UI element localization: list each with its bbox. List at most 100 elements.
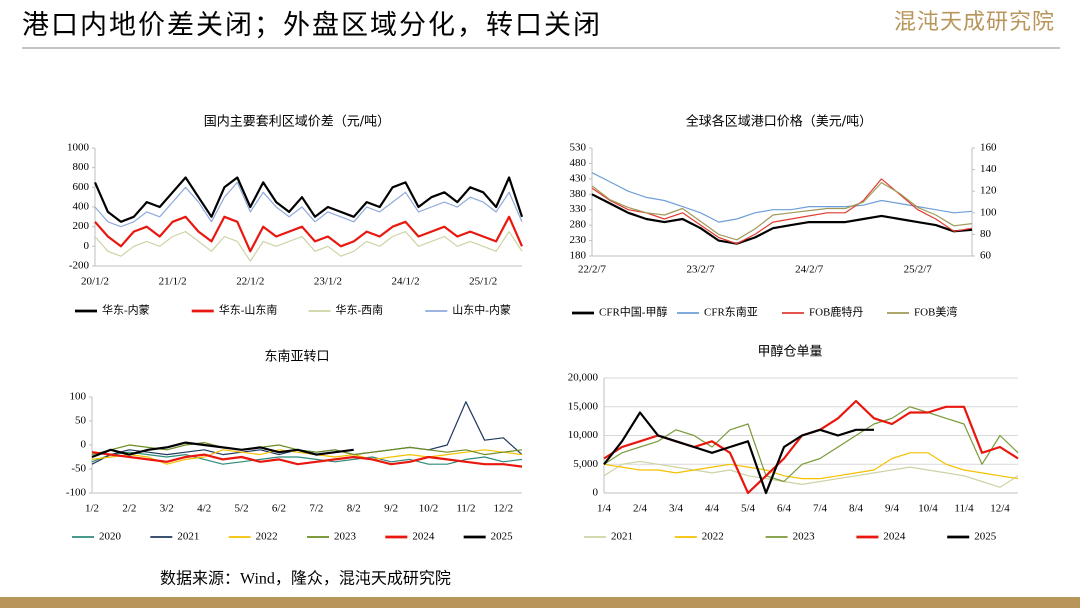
x-tick-label: 11/4	[954, 503, 974, 515]
y-tick-label: -200	[69, 260, 90, 272]
x-tick-label: 22/2/7	[578, 264, 607, 276]
logo: 混沌天成研究院	[894, 9, 1055, 34]
legend-label: 华东-西南	[336, 303, 384, 317]
x-tick-label: 12/2	[494, 503, 514, 515]
series-line	[591, 178, 973, 245]
y-tick-label: 0	[81, 439, 87, 451]
y2-tick-label: 120	[980, 185, 997, 197]
series-line	[91, 401, 523, 465]
x-tick-label: 24/2/7	[795, 264, 824, 276]
x-tick-label: 6/2	[272, 503, 286, 515]
x-tick-label: 2/4	[633, 503, 648, 515]
x-tick-label: 5/4	[741, 503, 756, 515]
y-tick-label: 280	[570, 219, 587, 231]
legend-label: 2023	[334, 531, 357, 543]
x-tick-label: 1/4	[597, 503, 612, 515]
y-tick-label: 200	[73, 220, 90, 232]
source-note: 数据来源：Wind，隆众，混沌天成研究院	[160, 570, 451, 588]
y-tick-label: -100	[66, 487, 87, 499]
y-tick-label: 5,000	[573, 458, 598, 470]
x-tick-label: 1/2	[85, 503, 99, 515]
y-tick-label: 10,000	[568, 429, 599, 441]
y2-tick-label: 140	[980, 163, 997, 175]
series-line	[91, 441, 354, 459]
series-line	[93, 176, 524, 223]
series-line	[591, 172, 973, 223]
y-tick-label: 50	[75, 415, 87, 427]
x-tick-label: 7/4	[813, 503, 828, 515]
x-tick-label: 4/4	[705, 503, 720, 515]
legend-label: 2024	[883, 531, 906, 543]
series-line	[603, 406, 1019, 483]
y-tick-label: 230	[570, 234, 587, 246]
x-tick-label: 10/2	[419, 503, 439, 515]
legend-label: 2022	[256, 531, 278, 543]
y-tick-label: 20,000	[568, 372, 599, 384]
x-tick-label: 6/4	[777, 503, 792, 515]
legend-label: 山东中-内蒙	[452, 303, 511, 317]
y2-tick-label: 80	[980, 228, 992, 240]
legend-label: 2025	[974, 531, 997, 543]
legend-label: 2020	[99, 531, 122, 543]
x-tick-label: 25/1/2	[469, 276, 497, 288]
y-tick-label: 380	[570, 188, 587, 200]
x-tick-label: 7/2	[309, 503, 323, 515]
legend-label: 2022	[702, 531, 724, 543]
chart-title: 甲醇仓单量	[757, 344, 822, 360]
x-tick-label: 8/4	[849, 503, 864, 515]
x-tick-label: 9/4	[885, 503, 900, 515]
y-tick-label: 0	[593, 487, 599, 499]
y-tick-label: 0	[84, 240, 90, 252]
legend-label: FOB美湾	[914, 305, 957, 319]
legend-label: CFR东南亚	[704, 306, 758, 319]
legend-label: 华东-山东南	[219, 303, 278, 317]
x-tick-label: 2/2	[122, 503, 136, 515]
y2-tick-label: 100	[980, 206, 997, 218]
x-tick-label: 8/2	[347, 503, 361, 515]
legend-label: CFR中国-甲醇	[599, 305, 667, 319]
series-line	[94, 181, 523, 228]
y-tick-label: 100	[70, 391, 87, 403]
legend-label: 2023	[793, 531, 816, 543]
series-line	[91, 451, 523, 468]
series-line	[591, 193, 973, 245]
chart-title: 国内主要套利区域价差（元/吨）	[204, 114, 390, 130]
legend-label: 2021	[611, 531, 633, 543]
series-line	[91, 442, 523, 456]
x-tick-label: 9/2	[384, 503, 398, 515]
footer-band	[0, 597, 1080, 608]
y-tick-label: 480	[570, 157, 587, 169]
legend-label: 2025	[491, 531, 513, 543]
y-tick-label: -50	[71, 463, 86, 475]
x-tick-label: 3/4	[669, 503, 684, 515]
legend-label: 华东-内蒙	[102, 303, 150, 317]
x-tick-label: 23/1/2	[314, 276, 342, 288]
legend-label: FOB鹿特丹	[809, 305, 863, 319]
series-line	[603, 460, 1019, 488]
series-line	[94, 231, 523, 262]
y2-tick-label: 60	[980, 250, 992, 262]
x-tick-label: 25/2/7	[904, 264, 933, 276]
series-line	[94, 215, 524, 253]
series-line	[91, 449, 523, 465]
y-tick-label: 530	[570, 142, 587, 154]
x-tick-label: 12/4	[990, 503, 1010, 515]
x-tick-label: 20/1/2	[81, 276, 109, 288]
x-tick-label: 23/2/7	[687, 264, 716, 276]
slide-title: 港口内地价差关闭；外盘区域分化，转口关闭	[22, 10, 602, 40]
y-tick-label: 330	[570, 203, 587, 215]
x-tick-label: 21/1/2	[159, 276, 187, 288]
y-tick-label: 15,000	[568, 400, 599, 412]
series-line	[603, 452, 1019, 480]
series-line	[591, 182, 973, 241]
x-tick-label: 3/2	[160, 503, 174, 515]
y-tick-label: 800	[73, 161, 90, 173]
series-line	[603, 411, 874, 495]
chart-title: 东南亚转口	[264, 349, 329, 365]
y-tick-label: 1000	[67, 142, 90, 154]
legend-label: 2024	[412, 531, 435, 543]
x-tick-label: 24/1/2	[391, 276, 419, 288]
y2-tick-label: 160	[980, 142, 997, 154]
y-tick-label: 180	[570, 250, 587, 262]
